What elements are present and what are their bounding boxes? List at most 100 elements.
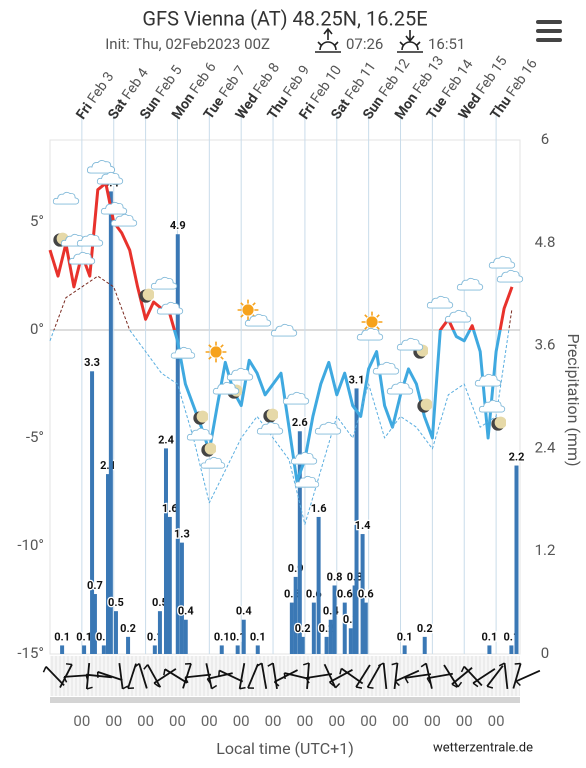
precip-label: 0.6 [358,588,374,601]
wind-barb [355,686,363,689]
wind-barb [86,686,93,690]
x-tick-label: 00 [488,712,505,730]
wind-barb [394,680,400,687]
wind-barb [498,662,505,667]
precip-bar [324,636,329,654]
menu-button[interactable] [536,20,562,42]
precip-label: 4.9 [170,219,186,232]
precip-label: 2.2 [509,450,525,463]
title: GFS Vienna (AT) 48.25N, 16.25E [142,6,427,30]
x-axis-label: Local time (UTC+1) [216,739,354,758]
wind-barb [391,662,398,666]
precip-label: 0.1 [76,630,92,643]
wind-arrow [405,673,431,679]
wind-barb [134,662,140,668]
wind-barb [515,680,521,687]
wind-barb [122,685,129,690]
x-tick-label: 00 [169,712,186,730]
weekday: Tue [424,94,451,123]
precip-bar [514,465,519,654]
wind-arrow [274,669,298,683]
precipitation: 0.10.13.30.70.12.15.40.50.20.10.52.41.64… [53,175,526,654]
wind-barb [377,662,384,667]
precip-bar [82,645,87,654]
precip-label: 2.4 [158,433,175,446]
precip-label: 0.8 [327,570,343,583]
precip-bar [363,602,368,654]
wind-barb [404,677,409,684]
precip-label: 0.1 [482,630,498,643]
wind-bottom [50,697,520,703]
date: Feb 3 [84,69,117,106]
wind-arrow [394,669,420,683]
wind-barb [367,686,374,689]
wind-barb [143,664,149,670]
x-tick-label: 00 [201,712,218,730]
precip-label: 0.4 [236,605,253,618]
wind-arrow [146,664,162,688]
wind-arrow [184,673,212,679]
sunrise-icon [315,27,341,53]
x-tick-label: 00 [392,712,409,730]
y-tick-label: -5° [26,428,44,446]
wind-barb [472,682,479,688]
y2-tick-label: 0 [541,644,549,662]
weekday: Tue [201,94,228,123]
wind-barb [420,662,427,668]
y-tick-label: -10° [17,536,44,554]
wind-barb [211,684,218,690]
wind-arrow [355,664,371,688]
precip-bar [105,474,110,654]
precip-label: 0.1 [250,630,266,643]
wind-arrow [366,664,382,688]
precip-label: 1.6 [311,502,327,515]
wind-arrow [182,663,192,689]
precip-label: 2.1 [100,459,116,472]
weekday: Sat [105,96,130,122]
precip-bar [316,516,321,654]
precip-bar [354,388,359,654]
wind-barb [486,685,494,689]
subtitle: Init: Thu, 02Feb2023 00Z [105,35,270,53]
weekday: Mon [169,90,198,122]
precip-bar [152,645,157,654]
precip-bar [60,645,65,654]
weekday: Sat [328,96,353,122]
precip-bar [293,576,298,654]
precip-bar [167,516,172,654]
precip-bar [101,645,106,654]
precip-label: 0.2 [120,622,136,635]
precip-bar [90,371,95,654]
precip-bar [348,628,353,654]
wind-barb [457,681,463,688]
precip-label: 0.1 [397,630,413,643]
x-tick-label: 00 [105,712,122,730]
x-tick-label: 00 [360,712,377,730]
wind-barb [267,662,274,667]
precip-bar [235,645,240,654]
weekday: Thu [487,93,514,122]
temperature-line [48,181,514,483]
plot-frame [49,139,521,655]
wind-barb [305,677,310,684]
y2-tick-label: 6 [541,130,549,148]
wind-barb [303,662,310,666]
wind-arrow [329,669,353,683]
precip-bar [487,645,492,654]
precip-bar [509,645,514,654]
wind-barb [206,678,212,685]
wind-arrow [247,663,259,689]
precip-label: 0.1 [214,630,230,643]
weekday: Mon [392,90,421,122]
precip-label: 0.2 [417,622,433,635]
x-tick-label: 00 [296,712,313,730]
precip-bar [342,602,347,654]
precip-bar [241,619,246,654]
dewpoint-line [49,275,513,525]
weather-icons [52,159,524,488]
date: Feb 4 [119,65,152,102]
credit: wetterzentrale.de [433,740,533,755]
wind-arrow [503,662,509,690]
